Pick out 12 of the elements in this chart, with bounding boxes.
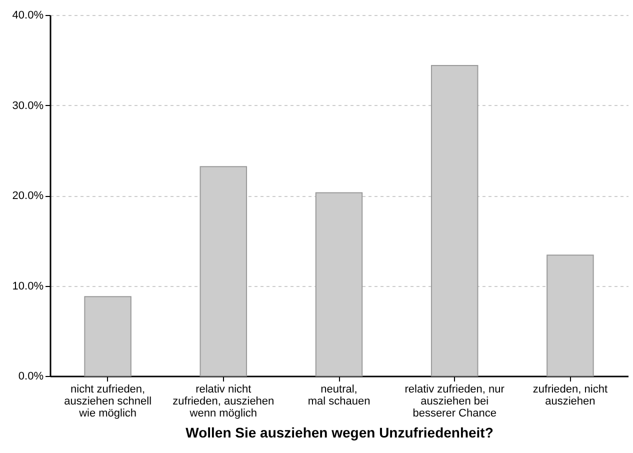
y-tick-label: 20.0% — [12, 190, 44, 202]
bar — [84, 296, 132, 376]
x-axis-title: Wollen Sie ausziehen wegen Unzufriedenheit? — [186, 424, 494, 440]
x-tick-label: relativ zufrieden, nur ausziehen bei besserer Chance — [404, 384, 505, 420]
x-tick-label: nicht zufrieden, ausziehen schnell wie möglich — [64, 384, 152, 420]
x-tick-label: relativ nicht zufrieden, ausziehen wenn möglich — [172, 384, 274, 420]
y-tick-label: 0.0% — [18, 370, 44, 382]
x-tick-label: neutral, mal schauen — [308, 384, 370, 408]
y-tick-label: 10.0% — [12, 280, 44, 292]
x-tick-label: zufrieden, nicht ausziehen — [532, 384, 608, 408]
y-tick-label: 40.0% — [12, 10, 44, 22]
y-tick-label: 30.0% — [12, 100, 44, 112]
